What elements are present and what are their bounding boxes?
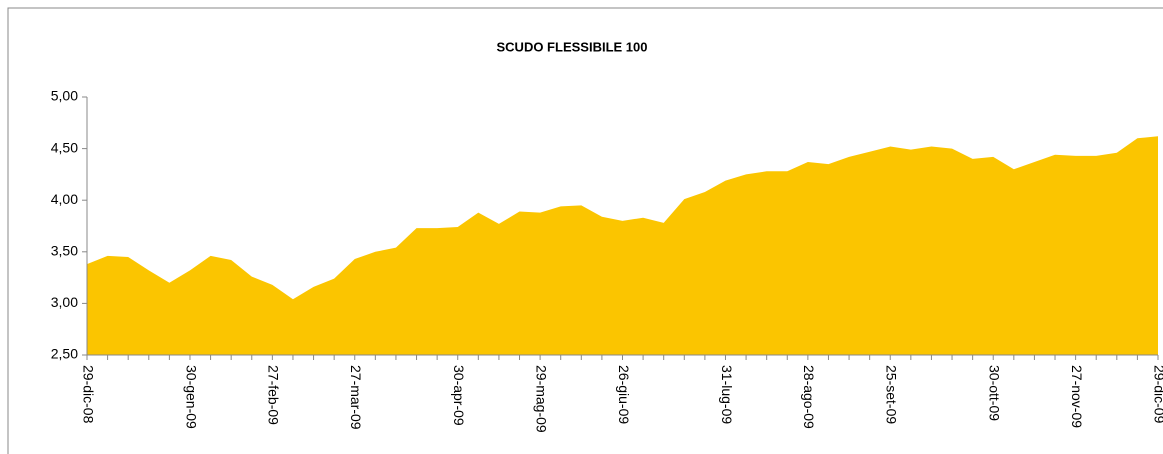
x-tick-label: 29-dic-08 (80, 365, 96, 424)
x-tick-label: 30-apr-09 (451, 365, 467, 426)
y-tick-label: 3,00 (51, 294, 78, 310)
x-tick-label: 29-dic-09 (1151, 365, 1163, 424)
x-tick-label: 31-lug-09 (719, 365, 735, 424)
x-tick-label: 25-set-09 (884, 365, 900, 424)
x-tick-label: 30-gen-09 (183, 365, 199, 429)
x-tick-label: 27-feb-09 (266, 365, 282, 425)
y-tick-label: 5,00 (51, 88, 78, 104)
x-tick-label: 30-ott-09 (987, 365, 1003, 421)
y-tick-label: 2,50 (51, 346, 78, 362)
x-tick-label: 27-mar-09 (348, 365, 364, 430)
chart-title: SCUDO FLESSIBILE 100 (497, 39, 648, 54)
y-tick-label: 4,50 (51, 139, 78, 155)
x-tick-label: 26-giu-09 (616, 365, 632, 424)
x-tick-label: 28-ago-09 (801, 365, 817, 429)
x-tick-label: 29-mag-09 (533, 365, 549, 433)
area (87, 136, 1158, 355)
y-tick-label: 3,50 (51, 243, 78, 259)
x-tick-label: 27-nov-09 (1069, 365, 1085, 428)
y-tick-label: 4,00 (51, 191, 78, 207)
